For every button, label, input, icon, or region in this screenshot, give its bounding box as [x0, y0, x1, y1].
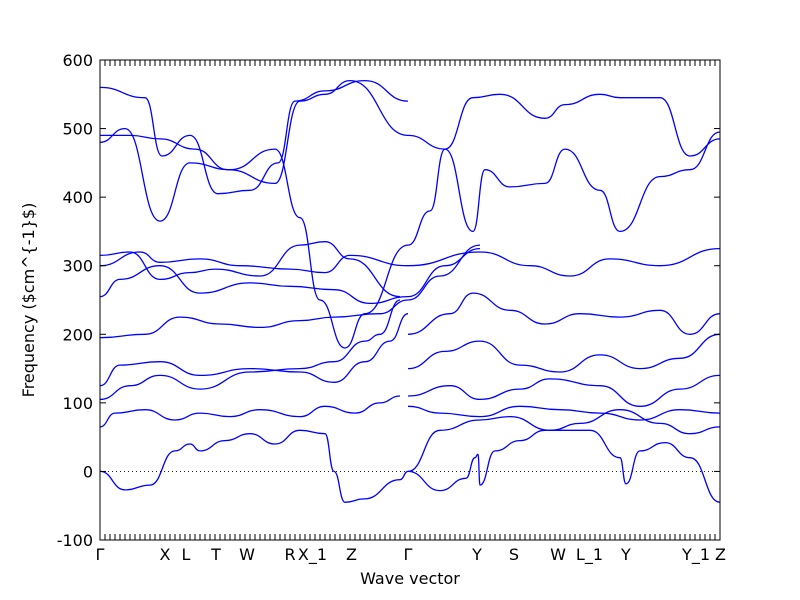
x-tick-label: T — [210, 545, 221, 564]
x-tick-label: R — [284, 545, 295, 564]
x-tick-label: Z — [346, 545, 357, 564]
x-tick-label: Y — [471, 545, 482, 564]
band-line — [619, 441, 720, 503]
band-line — [100, 299, 401, 401]
band-line — [100, 79, 409, 185]
band-line — [100, 247, 720, 277]
x-tick-label: L — [182, 545, 191, 564]
band-line — [100, 247, 481, 305]
x-tick-label: X_1 — [298, 545, 327, 565]
x-tick-label: X — [160, 545, 171, 564]
band-line — [100, 127, 409, 349]
band-line — [100, 443, 201, 491]
x-tick-label: Z — [715, 545, 726, 564]
band-line — [100, 244, 481, 339]
x-tick-label: W — [239, 545, 255, 564]
band-line — [479, 429, 621, 486]
band-line — [407, 409, 720, 473]
band-lines — [100, 79, 720, 503]
band-line — [324, 433, 409, 503]
y-tick-label: 100 — [62, 394, 93, 413]
x-tick-label: L_1 — [576, 545, 603, 565]
x-tick-label: Γ — [404, 545, 413, 564]
x-tick-label: Y_1 — [681, 545, 710, 565]
band-line — [199, 429, 326, 452]
x-tick-label: Y — [620, 545, 631, 564]
band-line — [407, 453, 481, 492]
band-line — [407, 374, 720, 407]
y-tick-label: 200 — [62, 325, 93, 344]
band-line — [100, 313, 409, 387]
y-tick-label: 500 — [62, 120, 93, 139]
band-line — [100, 395, 401, 428]
band-line — [407, 131, 720, 246]
x-tick-label: Γ — [96, 545, 105, 564]
y-tick-label: 600 — [62, 51, 93, 70]
band-line — [407, 292, 720, 335]
y-tick-label: 400 — [62, 188, 93, 207]
band-line — [407, 333, 720, 373]
x-tick-label: W — [550, 545, 566, 564]
band-line — [100, 241, 401, 298]
band-line — [407, 405, 720, 421]
x-axis: Γ X L T W R X_1 Z Γ Y S W L_1 Y Y_1 Z — [96, 60, 726, 565]
x-tick-label: S — [509, 545, 519, 564]
x-axis-label: Wave vector — [360, 569, 460, 588]
y-axis-label: Frequency ($cm^{-1}$) — [19, 203, 38, 398]
y-tick-label: 300 — [62, 257, 93, 276]
y-tick-label: -100 — [57, 531, 93, 550]
band-line — [407, 93, 720, 157]
y-tick-label: 0 — [83, 462, 93, 481]
y-axis: -100 0 100 200 300 400 500 600 — [57, 51, 720, 550]
